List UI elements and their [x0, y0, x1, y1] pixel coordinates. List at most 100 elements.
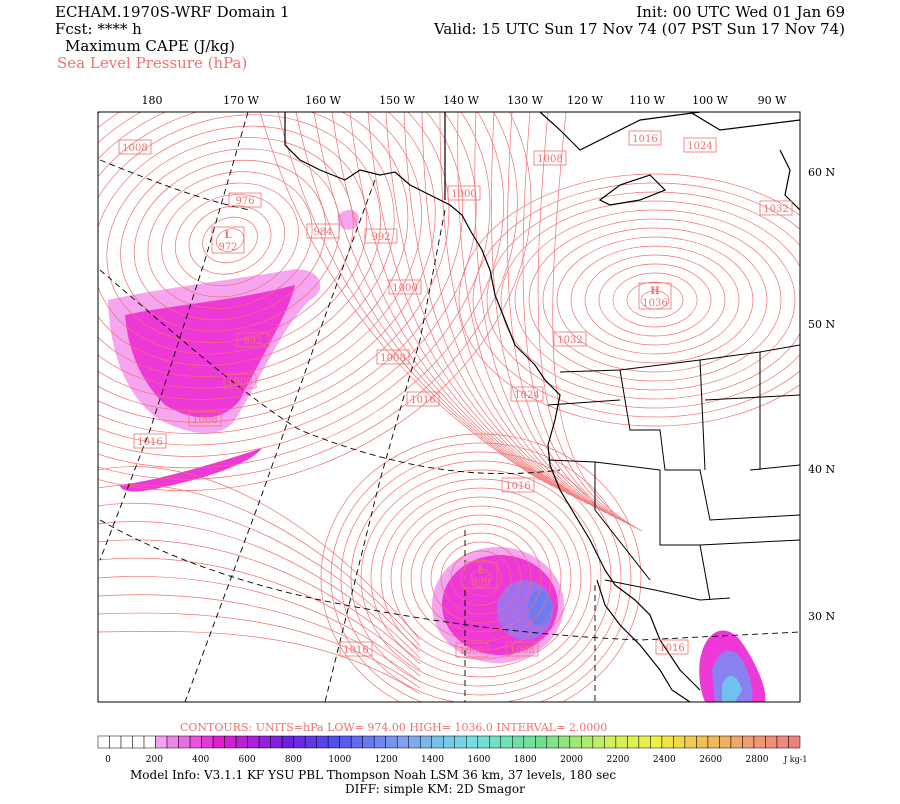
contour-value: 1032: [763, 204, 788, 215]
isobar: [188, 205, 272, 275]
isobar: [215, 228, 245, 252]
colorbar-cell: [304, 735, 317, 749]
colorbar-cell: [592, 735, 605, 749]
isobar: [147, 171, 313, 309]
colorbar-label: 1200: [375, 755, 398, 765]
isobar: [584, 254, 726, 346]
contour-value: 1008: [509, 645, 534, 656]
cape-shade: [125, 285, 295, 418]
contour-label: 1008: [505, 641, 539, 657]
colorbar-label: 1000: [328, 755, 351, 765]
colorbar-cell: [753, 735, 766, 749]
isobar: [98, 466, 421, 641]
colorbar-cell: [604, 735, 617, 749]
label-box: [455, 642, 489, 658]
isobar: [98, 576, 421, 677]
isobar: [98, 112, 422, 400]
colorbar-label: 1400: [421, 755, 444, 765]
isobar: [410, 514, 552, 642]
label-box: [228, 192, 262, 208]
colorbar-cell: [466, 735, 479, 749]
coastline: [284, 112, 701, 691]
label-box: [628, 130, 662, 146]
contour-label: 1016: [406, 391, 440, 407]
colorbar-label: 1800: [514, 755, 537, 765]
contour-label: 1000: [447, 185, 481, 201]
contour-value: 992: [371, 232, 390, 243]
contour-label: 992: [364, 228, 398, 244]
isobar: [98, 630, 421, 695]
isobar: [98, 112, 463, 435]
pressure-center: L: [477, 565, 484, 576]
contour-value: 1008: [122, 143, 147, 154]
isobar: [98, 112, 491, 457]
label-box: [533, 150, 567, 166]
valid-time: Valid: 15 UTC Sun 17 Nov 74 (07 PST Sun …: [433, 20, 845, 38]
parallel: [99, 159, 251, 211]
isobar: [98, 521, 421, 659]
pressure-center: H: [650, 286, 659, 297]
latitude-label: 30 N: [808, 610, 835, 623]
model-info: DIFF: simple KM: 2D Smagor: [345, 782, 525, 796]
isobar: [98, 612, 421, 689]
colorbar-cell: [316, 735, 329, 749]
colorbar-label: 800: [285, 755, 302, 765]
pressure-contours: [98, 112, 800, 702]
contour-label: 1000: [388, 279, 422, 295]
isobar: [98, 112, 436, 412]
cape-shade: [528, 590, 552, 626]
isobar: [259, 112, 541, 481]
contour-value: 1008: [380, 353, 405, 364]
latitude-label: 60 N: [808, 166, 835, 179]
meridian: [99, 112, 249, 561]
label-box: [406, 391, 440, 407]
colorbar-label: 400: [192, 755, 209, 765]
label-box: [683, 137, 717, 153]
isobar: [486, 191, 800, 409]
colorbar-cell: [212, 735, 225, 749]
isobar: [98, 502, 421, 653]
colorbar-label: 2000: [560, 755, 583, 765]
contour-value: 1000: [392, 283, 417, 294]
colorbar-label: 2800: [746, 755, 769, 765]
contour-label: 1000: [223, 373, 257, 389]
longitude-label: 160 W: [305, 94, 341, 107]
isobar: [98, 484, 421, 647]
colorbar-unit: J kg-1: [783, 755, 808, 764]
isobar: [385, 112, 583, 502]
colorbar-cell: [546, 735, 559, 749]
overlay-title: Sea Level Pressure (hPa): [57, 54, 247, 72]
isobar: [98, 112, 477, 446]
isobar: [380, 487, 582, 669]
colorbar-cell: [684, 735, 697, 749]
isobar: [556, 236, 754, 364]
label-box: [553, 331, 587, 347]
contour-label: 1008: [118, 139, 152, 155]
colorbar-cell: [362, 735, 375, 749]
longitude-label: 130 W: [507, 94, 543, 107]
label-box: [236, 332, 270, 348]
colorbar-cell: [615, 735, 628, 749]
border: [547, 352, 800, 601]
longitude-label: 170 W: [223, 94, 259, 107]
coastline: [596, 579, 691, 702]
colorbar-cell: [247, 735, 260, 749]
isobar: [612, 272, 698, 328]
contour-value: 984: [313, 227, 332, 238]
label-box: [211, 226, 245, 254]
colorbar-cell: [293, 735, 306, 749]
coastlines: [284, 112, 800, 702]
colorbar-cell: [742, 735, 755, 749]
colorbar-cell: [719, 735, 732, 749]
isobar: [450, 550, 512, 606]
label-box: [364, 228, 398, 244]
label-box: [464, 561, 498, 589]
isobar: [98, 112, 505, 469]
borders: [547, 344, 800, 601]
pressure-center: L: [224, 230, 231, 241]
init-time: Init: 00 UTC Wed 01 Jan 69: [636, 3, 845, 21]
